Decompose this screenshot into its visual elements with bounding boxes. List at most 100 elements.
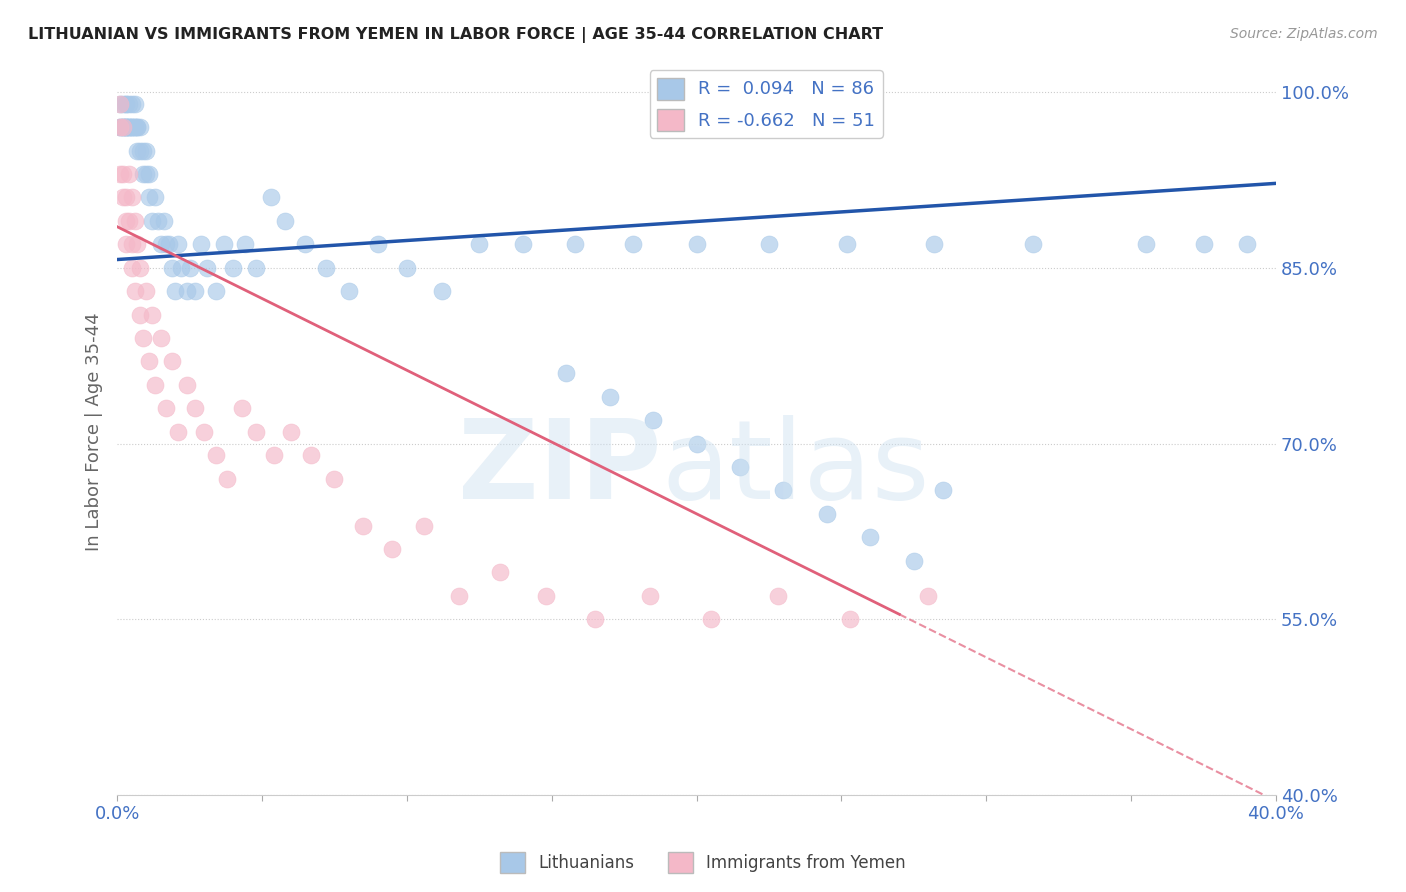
Point (115, 214, 138, 228)
Point (352, 518, 374, 533)
Point (141, 308, 163, 322)
Point (839, 612, 862, 626)
Point (1192, 237, 1215, 252)
Y-axis label: In Labor Force | Age 35-44: In Labor Force | Age 35-44 (86, 312, 103, 551)
Point (155, 237, 177, 252)
Text: LITHUANIAN VS IMMIGRANTS FROM YEMEN IN LABOR FORCE | AGE 35-44 CORRELATION CHART: LITHUANIAN VS IMMIGRANTS FROM YEMEN IN L… (28, 27, 883, 43)
Point (129, 120, 152, 135)
Text: Source: ZipAtlas.com: Source: ZipAtlas.com (1230, 27, 1378, 41)
Legend: Lithuanians, Immigrants from Yemen: Lithuanians, Immigrants from Yemen (494, 846, 912, 880)
Point (124, 120, 146, 135)
Point (772, 483, 794, 498)
Point (111, 96, 134, 111)
Point (129, 260, 152, 275)
Point (837, 237, 859, 252)
Point (135, 284, 157, 298)
Point (121, 260, 143, 275)
Point (127, 237, 149, 252)
Text: ZIP: ZIP (458, 415, 662, 522)
Point (121, 120, 143, 135)
Point (395, 260, 418, 275)
Point (167, 425, 190, 439)
Point (245, 425, 267, 439)
Point (315, 260, 337, 275)
Point (108, 96, 131, 111)
Point (583, 612, 606, 626)
Point (488, 566, 510, 580)
Point (132, 331, 155, 345)
Point (138, 167, 160, 181)
Point (555, 366, 578, 380)
Point (127, 144, 149, 158)
Point (149, 331, 172, 345)
Point (155, 401, 177, 416)
Point (294, 237, 316, 252)
Point (167, 237, 190, 252)
Point (468, 237, 491, 252)
Point (179, 260, 201, 275)
Point (132, 144, 155, 158)
Point (222, 260, 245, 275)
Point (160, 260, 183, 275)
Point (108, 120, 131, 135)
Point (124, 214, 146, 228)
Point (195, 260, 218, 275)
Point (685, 237, 707, 252)
Point (121, 120, 143, 135)
Point (157, 237, 180, 252)
Point (621, 237, 644, 252)
Point (115, 120, 138, 135)
Point (193, 425, 215, 439)
Point (932, 483, 955, 498)
Point (138, 190, 160, 204)
Legend: R =  0.094   N = 86, R = -0.662   N = 51: R = 0.094 N = 86, R = -0.662 N = 51 (650, 70, 883, 137)
Point (176, 378, 198, 392)
Point (700, 612, 723, 626)
Point (129, 144, 152, 158)
Point (323, 472, 346, 486)
Point (111, 167, 134, 181)
Point (143, 190, 166, 204)
Text: atlas: atlas (662, 415, 931, 522)
Point (129, 308, 152, 322)
Point (280, 425, 302, 439)
Point (231, 401, 253, 416)
Point (1021, 237, 1043, 252)
Point (115, 96, 138, 111)
Point (118, 214, 141, 228)
Point (118, 167, 141, 181)
Point (108, 120, 131, 135)
Point (121, 120, 143, 135)
Point (124, 284, 146, 298)
Point (214, 237, 236, 252)
Point (121, 96, 143, 111)
Point (728, 459, 751, 474)
Point (685, 436, 707, 450)
Point (121, 237, 143, 252)
Point (115, 190, 138, 204)
Point (204, 448, 226, 462)
Point (599, 390, 621, 404)
Point (1236, 237, 1258, 252)
Point (135, 144, 157, 158)
Point (233, 237, 256, 252)
Point (815, 507, 838, 521)
Point (165, 284, 187, 298)
Point (138, 354, 160, 368)
Point (118, 120, 141, 135)
Point (115, 120, 138, 135)
Point (121, 190, 143, 204)
Point (118, 120, 141, 135)
Point (170, 260, 193, 275)
Point (184, 284, 207, 298)
Point (160, 354, 183, 368)
Point (1135, 237, 1157, 252)
Point (643, 413, 665, 427)
Point (111, 120, 134, 135)
Point (111, 120, 134, 135)
Point (118, 96, 141, 111)
Point (115, 96, 138, 111)
Point (337, 284, 360, 298)
Point (274, 214, 297, 228)
Point (430, 284, 453, 298)
